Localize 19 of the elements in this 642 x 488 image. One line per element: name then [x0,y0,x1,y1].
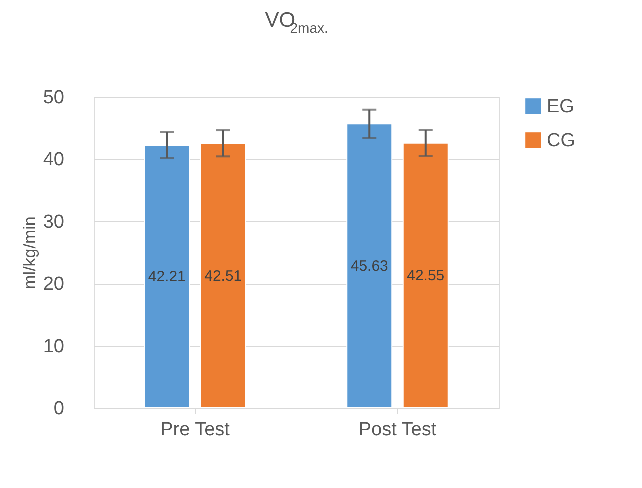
y-tick-label: 20 [43,274,64,296]
data-label: 42.55 [407,268,445,285]
data-label: 45.63 [350,258,388,276]
y-tick-label: 30 [43,212,64,233]
data-label: 42.21 [148,268,186,286]
bar [200,143,246,408]
bar [402,142,449,408]
x-tick-label: Post Test [358,420,438,440]
y-tick-label: 10 [43,336,64,358]
data-label: 42.51 [204,268,242,285]
y-tick-label: 40 [43,150,64,171]
bar [346,124,393,408]
bar [144,144,190,408]
y-axis-title: ml/kg/min [20,216,40,290]
legend-label: EG [547,96,574,118]
y-tick-label: 50 [43,88,64,108]
x-tick-label: Pre Test [160,420,231,440]
legend-label: CG [547,130,576,152]
y-tick-label: 0 [54,398,64,420]
